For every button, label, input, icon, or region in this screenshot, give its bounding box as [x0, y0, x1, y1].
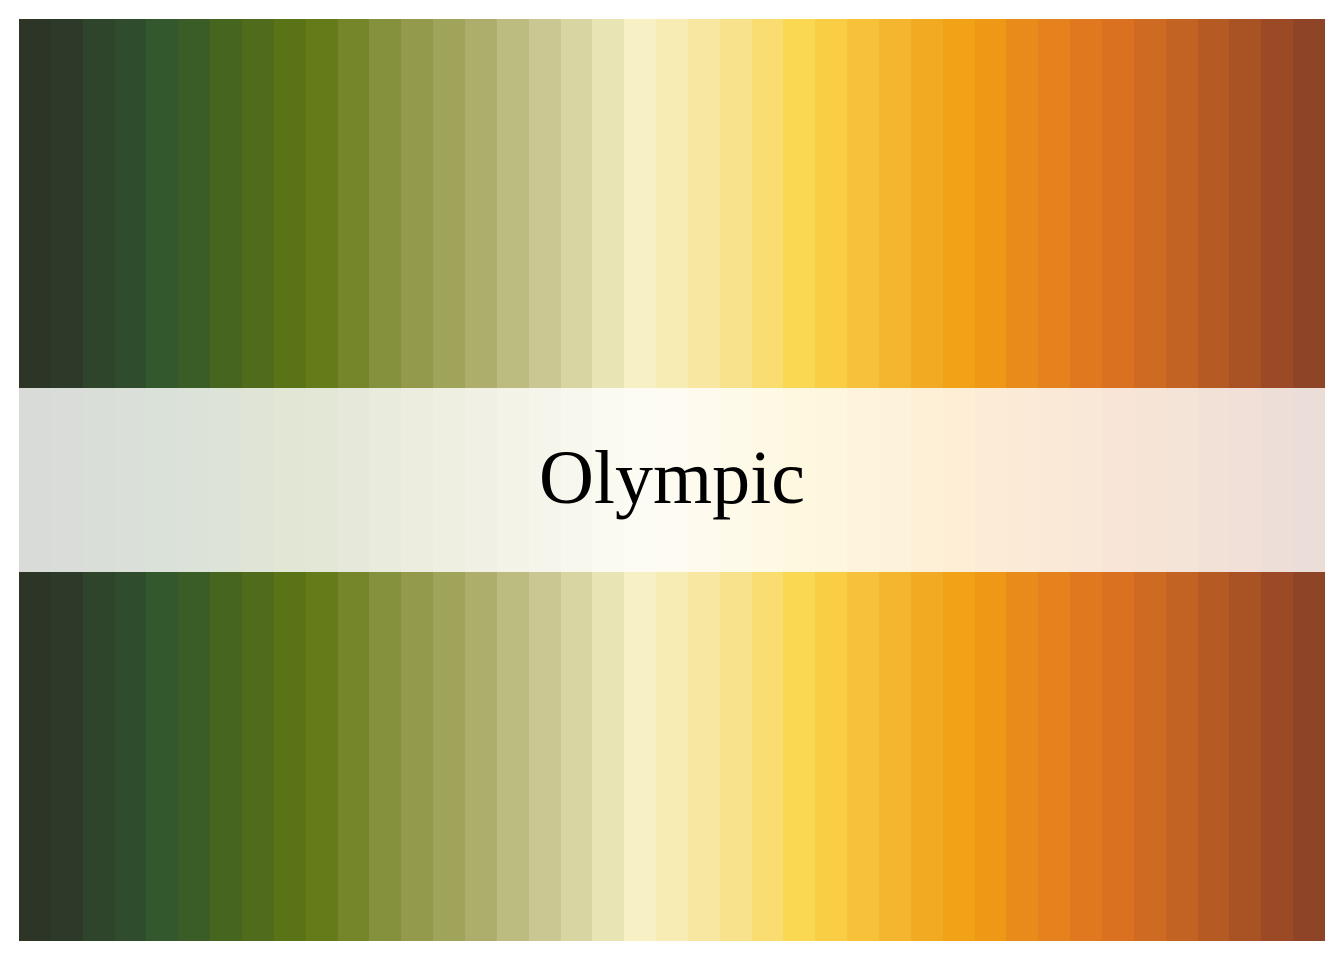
band-tint	[1134, 388, 1166, 572]
band-tint	[911, 388, 943, 572]
band-tint	[433, 388, 465, 572]
band-tint	[1006, 388, 1038, 572]
band-tint	[274, 388, 306, 572]
band-tint	[242, 388, 274, 572]
band-tint	[561, 388, 592, 572]
band-tint	[369, 388, 401, 572]
band-tint	[847, 388, 879, 572]
band-tint	[592, 388, 624, 572]
band-tint	[1102, 388, 1134, 572]
band-tint	[1038, 388, 1070, 572]
band-tint	[1261, 388, 1293, 572]
band-tint	[115, 388, 146, 572]
band-tint	[720, 388, 752, 572]
band-tint	[529, 388, 561, 572]
band-tint	[401, 388, 433, 572]
band-tint	[1229, 388, 1261, 572]
band-tint	[943, 388, 975, 572]
band-tint	[19, 388, 51, 572]
band-tint	[1166, 388, 1198, 572]
palette-swatch: Olympic	[19, 19, 1325, 941]
band-tint	[624, 388, 656, 572]
band-tint	[656, 388, 688, 572]
band-tint	[306, 388, 338, 572]
band-tint	[1293, 388, 1325, 572]
band-tint	[146, 388, 178, 572]
band-tint	[783, 388, 815, 572]
band-tint	[497, 388, 529, 572]
band-tint	[1070, 388, 1102, 572]
band-tint	[83, 388, 115, 572]
band-tint	[752, 388, 783, 572]
band-tint	[1198, 388, 1229, 572]
band-tint	[465, 388, 497, 572]
label-band	[19, 388, 1325, 572]
band-tint	[338, 388, 369, 572]
band-tint	[688, 388, 720, 572]
band-tint	[178, 388, 210, 572]
band-tint	[210, 388, 242, 572]
band-tint	[815, 388, 847, 572]
palette-name: Olympic	[539, 436, 805, 520]
band-tint	[51, 388, 83, 572]
band-tint	[879, 388, 911, 572]
band-tint	[975, 388, 1006, 572]
